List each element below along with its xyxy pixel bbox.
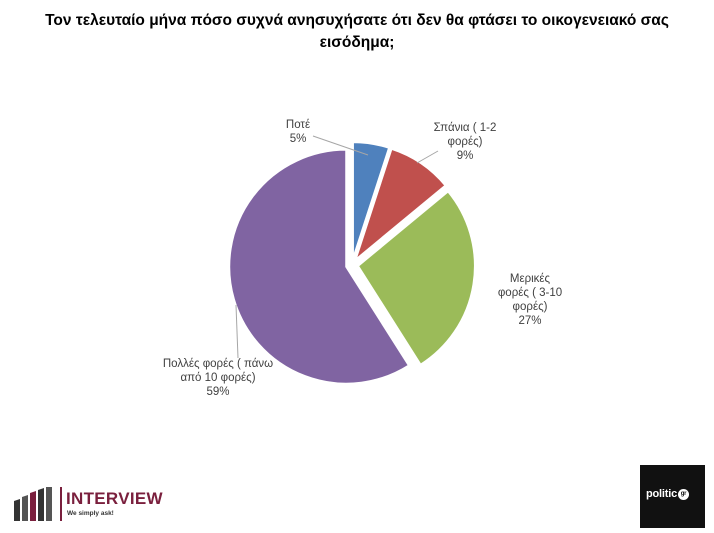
slice-never [351,141,391,260]
slice-label-sometimes-line-3: φορές) [512,301,548,313]
slice-label-never: Ποτέ 5% [278,118,318,146]
slice-label-rarely-line-1: Σπάνια ( 1-2 [433,122,497,134]
chart-title: Τον τελευταίο μήνα πόσο συχνά ανησυχήσατ… [0,10,714,54]
slice-label-often: Πολλές φορές ( πάνω από 10 φορές) 59% [148,357,288,399]
slice-label-rarely: Σπάνια ( 1-2 φορές) 9% [420,121,510,163]
chart-title-line-2: εισόδημα; [319,34,395,51]
interview-logo: INTERVIEW We simply ask! [14,481,184,527]
slice-label-rarely-line-3: 9% [456,150,474,162]
slice-label-rarely-line-2: φορές) [447,136,483,148]
leader-line-2 [235,304,239,359]
slice-label-sometimes-line-4: 27% [518,315,542,327]
interview-tagline: We simply ask! [67,510,114,517]
politic-logo-mark: gr [678,488,689,500]
slice-label-often-line-2: από 10 φορές) [180,372,256,384]
slice-label-never-line-2: 5% [289,133,307,145]
politic-logo-word: politic [646,488,677,500]
slice-rarely [353,147,447,264]
slice-label-sometimes: Μερικές φορές ( 3-10 φορές) 27% [485,272,575,328]
slice-label-often-line-1: Πολλές φορές ( πάνω [162,358,274,370]
slice-label-sometimes-line-2: φορές ( 3-10 [497,287,563,299]
leader-line-1 [416,150,439,164]
slice-label-sometimes-line-1: Μερικές [509,273,551,285]
politic-logo-text: politic gr [646,488,689,500]
slice-sometimes [356,189,476,367]
interview-name: INTERVIEW [66,489,163,508]
slice-often [228,148,411,385]
slice-label-often-line-3: 59% [206,386,230,398]
leader-line-0 [312,135,369,156]
interview-bars-icon [14,487,52,521]
slice-label-never-line-1: Ποτέ [285,119,311,131]
politic-logo: politic gr [640,465,705,528]
chart-title-line-1: Τον τελευταίο μήνα πόσο συχνά ανησυχήσατ… [45,12,669,29]
interview-divider [60,487,62,521]
